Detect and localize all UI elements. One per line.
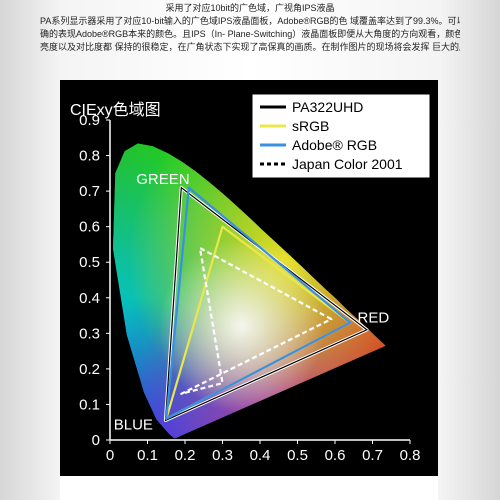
gamut-series-4 xyxy=(180,246,333,395)
legend-label: Adobe® RGB xyxy=(292,137,377,153)
x-tick-label: 0.6 xyxy=(325,447,346,464)
y-tick-label: 0.4 xyxy=(79,290,100,307)
x-tick-label: 0.8 xyxy=(400,447,421,464)
y-tick-label: 0.6 xyxy=(79,219,100,236)
y-tick-label: 0.5 xyxy=(79,254,100,271)
gamut-lines xyxy=(163,185,369,422)
y-tick-label: 0.7 xyxy=(79,183,100,200)
legend-label: Japan Color 2001 xyxy=(292,156,403,172)
x-tick-label: 0 xyxy=(106,447,114,464)
bottom-strip xyxy=(60,476,438,500)
annotation-red: RED xyxy=(358,310,390,327)
header-line-3: 确的表现Adobe®RGB本来的颜色。且IPS（In- Plane-Switch… xyxy=(40,29,460,39)
y-tick-label: 0 xyxy=(92,432,100,449)
legend-label: sRGB xyxy=(292,118,329,134)
x-tick-label: 0.7 xyxy=(362,447,383,464)
y-tick-label: 0.1 xyxy=(79,396,100,413)
x-tick-label: 0.1 xyxy=(137,447,158,464)
y-tick-label: 0.3 xyxy=(79,325,100,342)
x-tick-label: 0.5 xyxy=(287,447,308,464)
tick-labels: 0 0.1 0.2 0.3 0.4 0.5 0.6 0.7 0.8 0 0.1 0.2 0.3 0.4 0.… xyxy=(79,112,420,464)
cie-chart: CIExy色域图 0 0.1 0.2 0.3 0.4 0.5 0.6 0.7 0.8 0 0.1 0.… xyxy=(70,93,431,464)
chart-title: CIExy色域图 xyxy=(70,101,161,119)
x-tick-label: 0.2 xyxy=(175,447,196,464)
annotations: GREEN RED BLUE xyxy=(114,171,390,433)
y-tick-label: 0.9 xyxy=(79,112,100,129)
x-tick-label: 0.3 xyxy=(212,447,233,464)
description-header: 采用了对应10bit的广色域，广视角IPS液晶 PA系列显示器采用了对应10-b… xyxy=(0,0,500,56)
header-line-2: PA系列显示器采用了对应10-bit输入的广色域IPS液晶面板，Adobe®RG… xyxy=(40,16,460,26)
header-line-4: 亮度以及对比度都 保持的很稳定，在广角状态下实现了高保真的画质。在制作图片的现场… xyxy=(40,42,460,52)
x-tick-label: 0.4 xyxy=(250,447,271,464)
legend-label: PA322UHD xyxy=(292,99,363,115)
gamut-series-3 xyxy=(165,186,352,420)
annotation-blue: BLUE xyxy=(114,416,153,433)
chart-legend: PA322UHD sRGB Adobe® RGB Japan Color 2001 xyxy=(251,93,431,179)
header-line-1: 采用了对应10bit的广色域，广视角IPS液晶 xyxy=(165,3,335,13)
y-tick-label: 0.2 xyxy=(79,361,100,378)
cie-chart-panel: CIExy色域图 0 0.1 0.2 0.3 0.4 0.5 0.6 0.7 0.8 0 0.1 0.… xyxy=(60,80,438,476)
y-tick-label: 0.8 xyxy=(79,148,100,165)
annotation-green: GREEN xyxy=(136,171,189,188)
